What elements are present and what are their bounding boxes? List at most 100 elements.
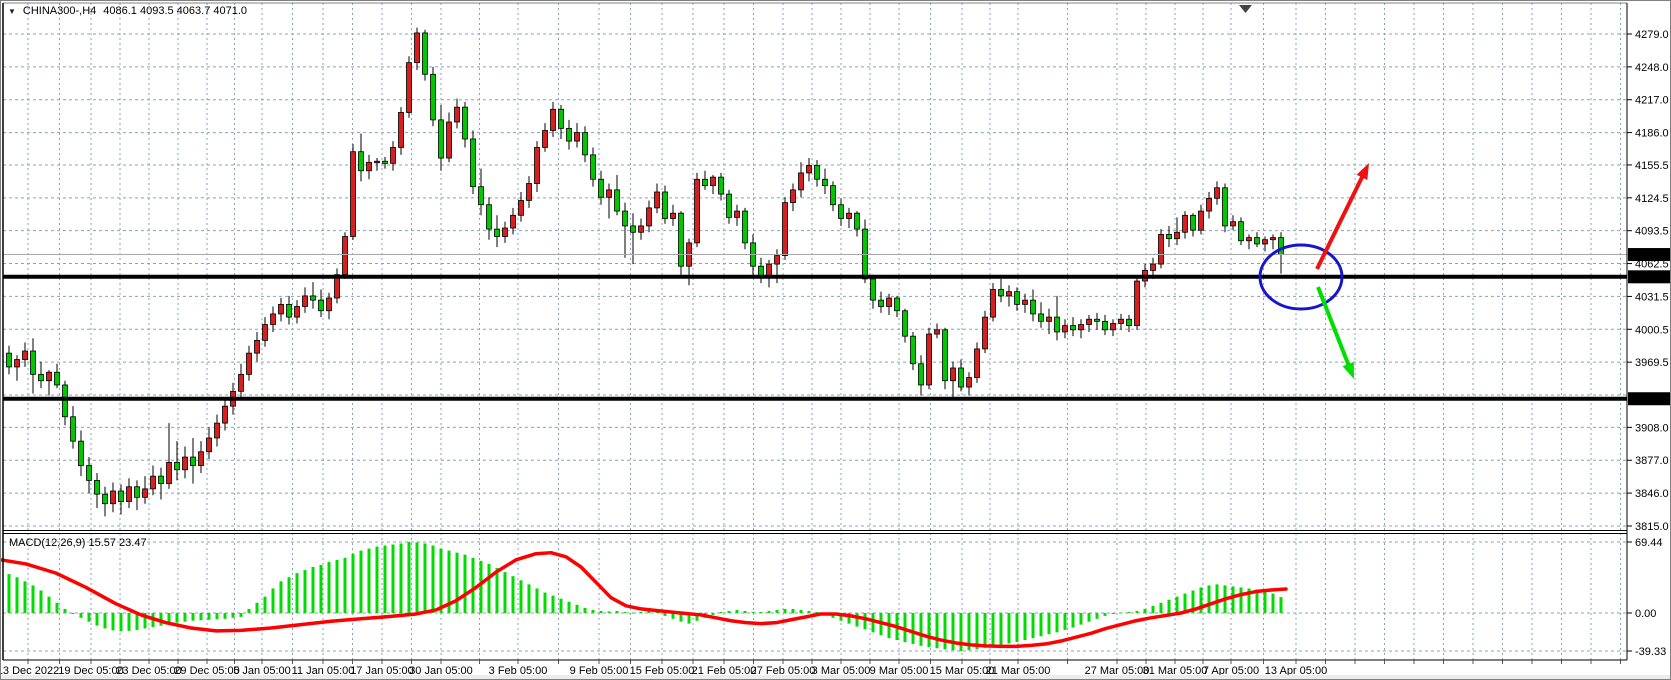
- candle-body: [742, 210, 748, 244]
- candle-body: [206, 437, 212, 453]
- price-tick-label: 3815.0: [1635, 521, 1669, 533]
- macd-histogram-bar: [975, 613, 979, 650]
- macd-histogram-bar: [1023, 613, 1027, 641]
- candle-body: [846, 212, 852, 219]
- macd-histogram-bar: [1207, 585, 1211, 613]
- macd-histogram-bar: [1151, 605, 1155, 613]
- candle-body: [150, 475, 156, 490]
- macd-histogram-bar: [39, 590, 43, 613]
- candle-body: [702, 178, 708, 187]
- candle-body: [302, 295, 308, 307]
- candle-body: [1198, 210, 1204, 231]
- chevron-down-icon[interactable]: ▼: [8, 6, 16, 16]
- macd-histogram-bar: [935, 613, 939, 649]
- candle-body: [678, 212, 684, 267]
- macd-histogram-bar: [47, 596, 51, 613]
- macd-histogram-bar: [311, 566, 315, 613]
- candle-body: [94, 479, 100, 495]
- macd-histogram-bar: [495, 568, 499, 613]
- price-tick-label: 4124.5: [1635, 193, 1669, 205]
- ohlc-values: 4086.1 4093.5 4063.7 4071.0: [103, 5, 248, 17]
- candle-body: [782, 202, 788, 257]
- candle-body: [310, 295, 316, 301]
- candle-body: [294, 306, 300, 318]
- macd-histogram-bar: [1231, 586, 1235, 613]
- candle-body: [246, 352, 252, 375]
- candle-body: [1118, 318, 1124, 324]
- candle-body: [14, 359, 20, 368]
- candle-body: [278, 303, 284, 315]
- macd-histogram-bar: [751, 611, 755, 613]
- candle-body: [142, 488, 148, 498]
- macd-histogram-bar: [423, 543, 427, 613]
- ellipse-annotation[interactable]: [1258, 243, 1344, 311]
- candle-body: [774, 255, 780, 265]
- macd-histogram-bar: [407, 542, 411, 613]
- macd-histogram-bar: [87, 613, 91, 622]
- macd-histogram-bar: [983, 613, 987, 648]
- symbol-period-label: CHINA300-,H4: [22, 5, 97, 17]
- time-axis-label: 21 Feb 05:00: [692, 665, 757, 677]
- macd-histogram-bar: [71, 613, 75, 614]
- candle-body: [438, 119, 444, 159]
- macd-histogram-bar: [1015, 613, 1019, 642]
- macd-histogram-bar: [143, 613, 147, 629]
- macd-histogram-bar: [199, 613, 203, 621]
- macd-histogram-bar: [735, 609, 739, 613]
- macd-histogram-bar: [455, 552, 459, 613]
- bearish-arrow-annotation[interactable]: [1316, 286, 1354, 379]
- macd-histogram-bar: [1159, 602, 1163, 613]
- macd-histogram-bar: [727, 610, 731, 613]
- macd-histogram-bar: [1199, 587, 1203, 613]
- candle-body: [22, 350, 28, 360]
- candle-body: [942, 329, 948, 382]
- candle-body: [614, 189, 620, 212]
- bullish-arrow-annotation[interactable]: [1315, 163, 1369, 270]
- macd-histogram-bar: [127, 613, 131, 631]
- macd-histogram-bar: [551, 595, 555, 613]
- candle-body: [966, 377, 972, 388]
- macd-histogram-bar: [271, 588, 275, 613]
- candle-body: [358, 151, 364, 172]
- candle-body: [1086, 318, 1092, 325]
- macd-histogram-bar: [1007, 613, 1011, 644]
- candle-body: [598, 178, 604, 198]
- price-tick-label: 4155.5: [1635, 160, 1669, 172]
- macd-histogram-bar: [111, 613, 115, 631]
- macd-histogram-bar: [159, 613, 163, 626]
- candle-body: [342, 236, 348, 276]
- candle-body: [790, 189, 796, 203]
- macd-histogram-bar: [663, 613, 667, 616]
- macd-histogram-bar: [1071, 613, 1075, 628]
- time-axis-label: 29 Dec 05:00: [174, 665, 239, 677]
- time-axis-label: 15 Feb 05:00: [630, 665, 695, 677]
- macd-histogram-bar: [1255, 589, 1259, 613]
- price-tick-label: 3846.0: [1635, 488, 1669, 500]
- candle-body: [1206, 197, 1212, 212]
- candle-body: [1230, 221, 1236, 227]
- candle-body: [38, 373, 44, 382]
- time-axis-label: 23 Dec 05:00: [116, 665, 181, 677]
- candle-body: [326, 297, 332, 312]
- candle-body: [1046, 316, 1052, 322]
- candle-body: [910, 335, 916, 365]
- chart-shift-marker-icon[interactable]: [1239, 5, 1252, 13]
- macd-histogram-bar: [519, 580, 523, 613]
- candle-body: [366, 161, 372, 172]
- macd-histogram-bar: [463, 554, 467, 613]
- macd-histogram-bar: [215, 613, 219, 620]
- candle-body: [510, 214, 516, 229]
- candle-body: [46, 371, 52, 382]
- macd-histogram-bar: [719, 611, 723, 613]
- candle-body: [982, 316, 988, 350]
- macd-histogram-bar: [559, 598, 563, 613]
- candle-body: [574, 132, 580, 142]
- macd-histogram-bar: [1215, 584, 1219, 613]
- macd-histogram-bar: [447, 550, 451, 613]
- time-axis-label: 5 Jan 05:00: [233, 665, 291, 677]
- macd-tick-label: 69.44: [1635, 537, 1663, 549]
- candle-body: [462, 106, 468, 140]
- candle-body: [174, 461, 180, 471]
- candle-body: [926, 333, 932, 386]
